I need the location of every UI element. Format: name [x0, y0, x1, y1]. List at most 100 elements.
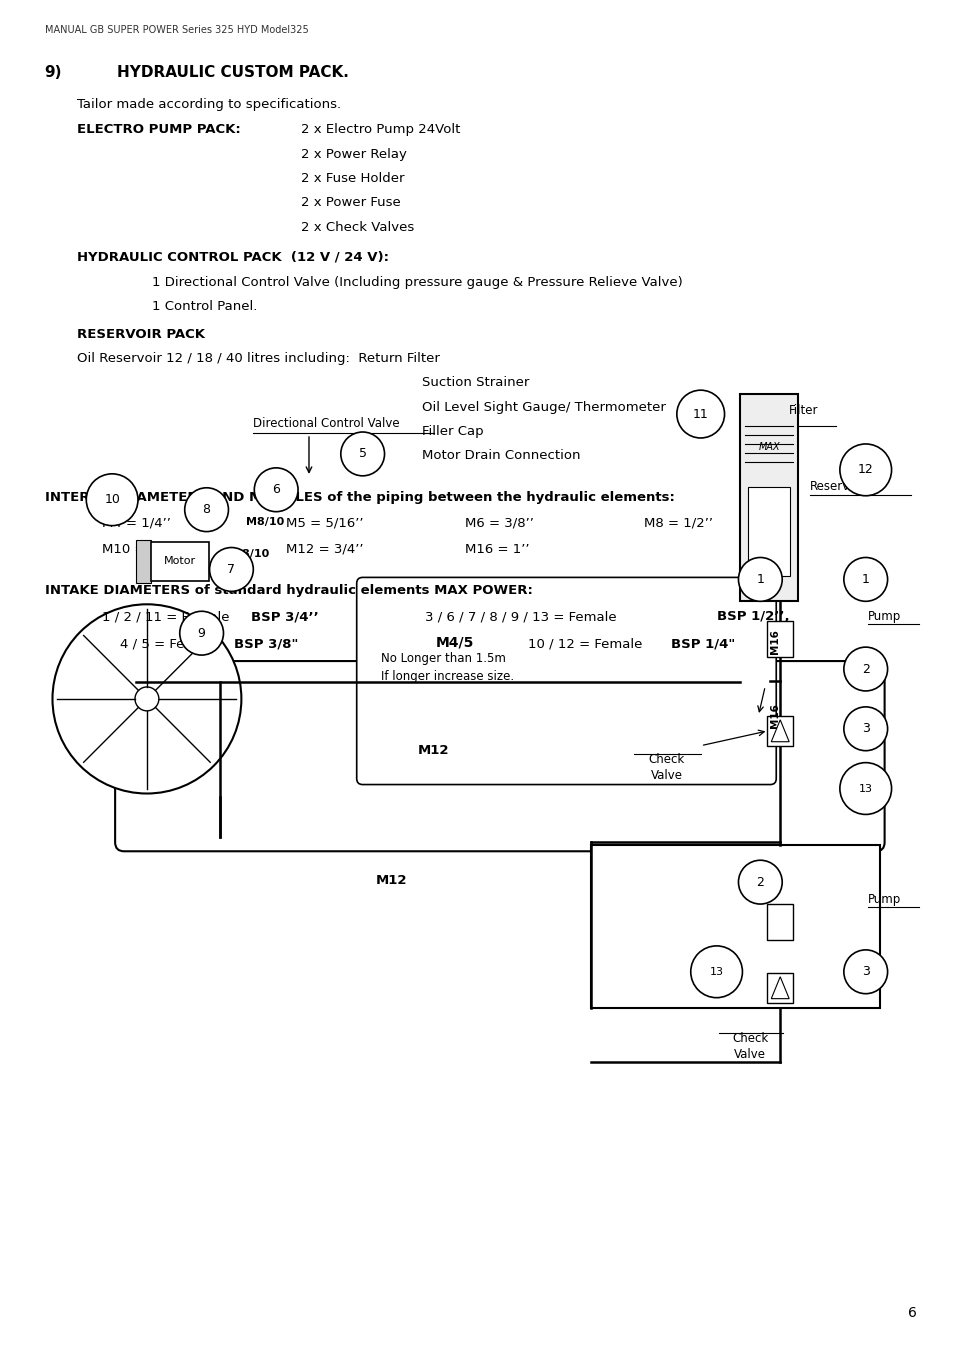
- Text: Motor: Motor: [164, 557, 195, 566]
- Text: M16: M16: [769, 628, 780, 654]
- Circle shape: [843, 707, 886, 751]
- Circle shape: [843, 950, 886, 994]
- Text: 11: 11: [692, 408, 708, 420]
- Circle shape: [340, 432, 384, 476]
- Text: MAX: MAX: [758, 442, 780, 453]
- Text: BSP 1/4": BSP 1/4": [670, 638, 735, 650]
- Text: 13: 13: [858, 784, 872, 793]
- Polygon shape: [770, 720, 788, 742]
- Text: Oil Level Sight Gauge/ Thermometer: Oil Level Sight Gauge/ Thermometer: [422, 401, 665, 413]
- Text: 5: 5: [358, 447, 366, 461]
- Text: 2 x Power Fuse: 2 x Power Fuse: [301, 196, 400, 209]
- Text: 1: 1: [861, 573, 869, 586]
- Text: 4 / 5 = Female: 4 / 5 = Female: [120, 638, 221, 650]
- Text: 1 / 2 / 11 = Female: 1 / 2 / 11 = Female: [102, 611, 233, 623]
- Text: MANUAL GB SUPER POWER Series 325 HYD Model325: MANUAL GB SUPER POWER Series 325 HYD Mod…: [45, 24, 308, 35]
- Text: Tailor made according to specifications.: Tailor made according to specifications.: [77, 99, 341, 111]
- Text: No Longer than 1.5m
If longer increase size.: No Longer than 1.5m If longer increase s…: [380, 651, 513, 682]
- Text: 1: 1: [756, 573, 763, 586]
- Text: M16: M16: [769, 704, 780, 728]
- Text: 3 / 6 / 7 / 8 / 9 / 13 = Female: 3 / 6 / 7 / 8 / 9 / 13 = Female: [425, 611, 620, 623]
- Text: 2 x Check Valves: 2 x Check Valves: [301, 220, 414, 234]
- Text: 2: 2: [861, 662, 869, 676]
- Text: 6: 6: [272, 484, 280, 496]
- Text: BSP 1/2’’,: BSP 1/2’’,: [716, 611, 788, 623]
- Text: HYDRAULIC CUSTOM PACK.: HYDRAULIC CUSTOM PACK.: [117, 65, 349, 80]
- Text: ELECTRO PUMP PACK:: ELECTRO PUMP PACK:: [77, 123, 241, 136]
- Text: M4 = 1/4’’: M4 = 1/4’’: [102, 516, 171, 530]
- Text: BSP 3/8": BSP 3/8": [234, 638, 298, 650]
- Text: 10 / 12 = Female: 10 / 12 = Female: [527, 638, 645, 650]
- Text: M8/10: M8/10: [246, 516, 284, 527]
- Text: M8/10: M8/10: [232, 550, 270, 559]
- Polygon shape: [770, 977, 788, 998]
- Circle shape: [839, 444, 891, 496]
- Circle shape: [135, 686, 159, 711]
- Text: M6 = 3/8’’: M6 = 3/8’’: [464, 516, 534, 530]
- Text: 1 Directional Control Valve (Including pressure gauge & Pressure Relieve Valve): 1 Directional Control Valve (Including p…: [152, 276, 682, 289]
- Text: M12 = 3/4’’: M12 = 3/4’’: [286, 543, 363, 555]
- Bar: [766, 904, 792, 940]
- Text: M16 = 1’’: M16 = 1’’: [464, 543, 529, 555]
- Text: RESERVOIR PACK: RESERVOIR PACK: [77, 328, 205, 342]
- Circle shape: [843, 558, 886, 601]
- Bar: [766, 716, 792, 746]
- Text: 9): 9): [45, 65, 62, 80]
- Bar: [766, 621, 792, 657]
- Text: Suction Strainer: Suction Strainer: [422, 376, 529, 389]
- Text: M5 = 5/16’’: M5 = 5/16’’: [286, 516, 363, 530]
- Circle shape: [839, 763, 891, 815]
- Text: 2 x Fuse Holder: 2 x Fuse Holder: [301, 172, 404, 185]
- Bar: [740, 394, 798, 601]
- Circle shape: [843, 647, 886, 690]
- Text: Motor Drain Connection: Motor Drain Connection: [422, 450, 580, 462]
- Text: Pump: Pump: [867, 893, 900, 907]
- Bar: [766, 973, 792, 1002]
- Text: 10: 10: [104, 493, 120, 507]
- Text: Check
Valve: Check Valve: [648, 753, 684, 782]
- Text: M8 = 1/2’’: M8 = 1/2’’: [643, 516, 712, 530]
- Bar: [136, 539, 151, 584]
- Circle shape: [86, 474, 138, 526]
- Text: Check
Valve: Check Valve: [732, 1032, 768, 1061]
- Text: Filter: Filter: [788, 404, 818, 417]
- Circle shape: [690, 946, 741, 997]
- Text: 3: 3: [861, 723, 869, 735]
- Circle shape: [676, 390, 723, 438]
- Text: Oil Reservoir 12 / 18 / 40 litres including:  Return Filter: Oil Reservoir 12 / 18 / 40 litres includ…: [77, 353, 439, 365]
- Text: 2: 2: [756, 875, 763, 889]
- Text: Pump: Pump: [867, 611, 900, 623]
- Bar: [151, 542, 209, 581]
- Bar: [747, 486, 789, 577]
- Text: M12: M12: [375, 874, 407, 888]
- Text: 1 Control Panel.: 1 Control Panel.: [152, 300, 257, 313]
- Text: M4/5: M4/5: [436, 635, 474, 648]
- Text: 6: 6: [906, 1306, 916, 1320]
- Text: M10 = 5/8’’: M10 = 5/8’’: [102, 543, 179, 555]
- Circle shape: [254, 467, 297, 512]
- FancyBboxPatch shape: [356, 577, 776, 785]
- FancyBboxPatch shape: [115, 661, 883, 851]
- Circle shape: [52, 604, 241, 793]
- Text: Filler Cap: Filler Cap: [422, 426, 483, 438]
- Text: 8: 8: [202, 503, 211, 516]
- Circle shape: [185, 488, 228, 531]
- Circle shape: [210, 547, 253, 592]
- Text: 9: 9: [197, 627, 205, 639]
- Text: 2 x Electro Pump 24Volt: 2 x Electro Pump 24Volt: [301, 123, 460, 136]
- Text: M12: M12: [416, 743, 448, 757]
- Circle shape: [179, 611, 223, 655]
- Text: 13: 13: [709, 967, 722, 977]
- Text: INTAKE DIAMETERS of standard hydraulic elements MAX POWER:: INTAKE DIAMETERS of standard hydraulic e…: [45, 585, 532, 597]
- Bar: [591, 846, 879, 1008]
- Circle shape: [738, 861, 781, 904]
- Text: HYDRAULIC CONTROL PACK  (12 V / 24 V):: HYDRAULIC CONTROL PACK (12 V / 24 V):: [77, 251, 389, 263]
- Text: Reservoir: Reservoir: [809, 480, 865, 493]
- Text: 7: 7: [227, 563, 235, 576]
- Circle shape: [738, 558, 781, 601]
- Text: 3: 3: [861, 965, 869, 978]
- Text: 2 x Power Relay: 2 x Power Relay: [301, 147, 407, 161]
- Text: 12: 12: [857, 463, 873, 477]
- Text: Directional Control Valve: Directional Control Valve: [253, 417, 399, 430]
- Text: BSP 3/4’’: BSP 3/4’’: [251, 611, 318, 623]
